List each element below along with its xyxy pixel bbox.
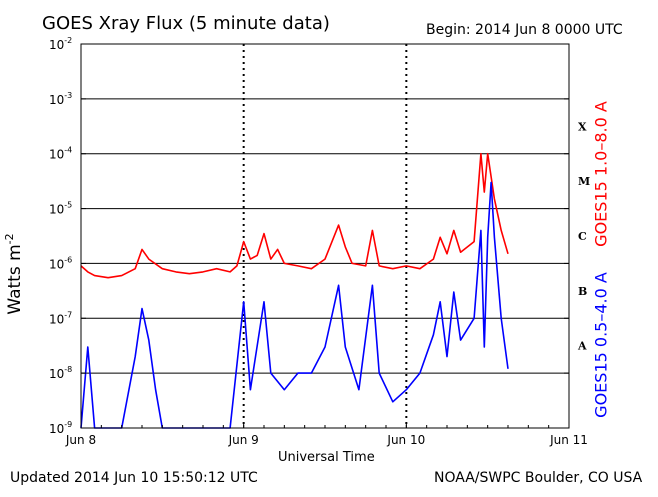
- series-lines: [80, 152, 509, 429]
- y-tick-label: 10-2: [49, 36, 72, 52]
- x-tick-label: Jun 11: [549, 433, 588, 447]
- y-tick-label: 10-8: [49, 365, 72, 381]
- x-tick-label: Jun 8: [65, 433, 96, 447]
- credit-label: NOAA/SWPC Boulder, CO USA: [434, 470, 643, 486]
- grid-lines: [81, 43, 569, 429]
- series-line-blue: [80, 181, 509, 429]
- x-axis-ticks: Jun 8 Jun 9 Jun 10 Jun 11: [65, 422, 588, 447]
- flare-class-label: B: [578, 285, 587, 298]
- chart-title: GOES Xray Flux (5 minute data): [42, 13, 330, 34]
- plot-frame: [80, 43, 570, 429]
- flare-class-label: A: [577, 340, 587, 353]
- x-axis-label: Universal Time: [278, 450, 375, 465]
- series-line-red: [80, 152, 509, 279]
- flare-class-label: X: [578, 120, 587, 133]
- y-tick-label: 10-9: [49, 420, 72, 436]
- flare-class-label: M: [578, 175, 590, 188]
- flare-class-label: C: [578, 230, 587, 243]
- y-tick-label: 10-7: [49, 310, 72, 326]
- flare-class-labels: A B C M X: [577, 120, 590, 352]
- y-tick-label: 10-6: [49, 255, 72, 271]
- x-tick-label: Jun 10: [386, 433, 425, 447]
- y-tick-label: 10-3: [49, 91, 72, 107]
- x-tick-label: Jun 9: [228, 433, 259, 447]
- updated-timestamp: Updated 2014 Jun 10 15:50:12 UTC: [10, 470, 258, 486]
- y-tick-label: 10-4: [49, 146, 72, 162]
- y-tick-label: 10-5: [49, 201, 72, 217]
- y-axis-ticks: 10-9 10-8 10-7 10-6 10-5 10-4 10-3 10-2: [49, 36, 569, 436]
- begin-time-label: Begin: 2014 Jun 8 0000 UTC: [426, 22, 623, 38]
